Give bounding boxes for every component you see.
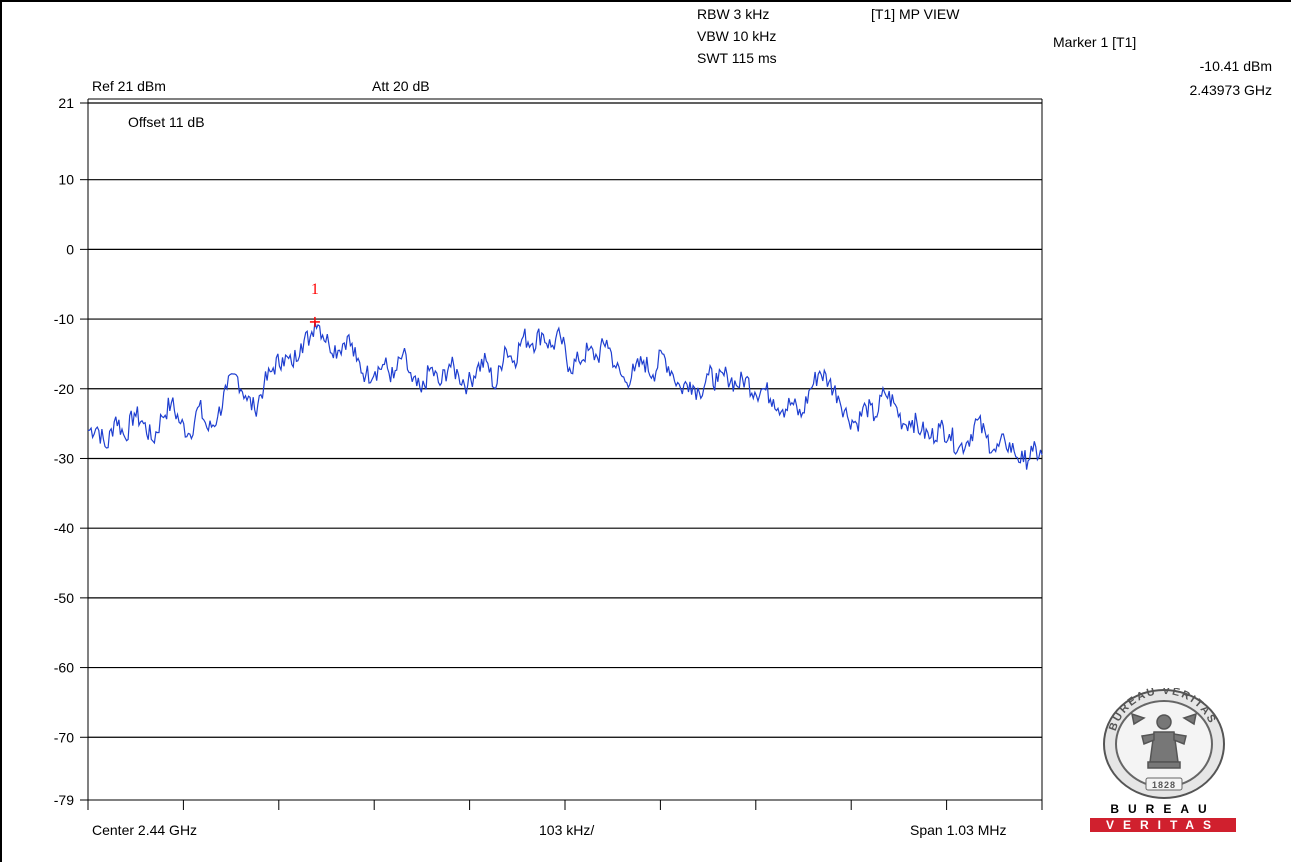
sweep-time-readout: SWT 115 ms: [697, 50, 777, 66]
y-axis-ticks: 21 10 0 -10 -20 -30 -40 -50 -60 -70 -79: [54, 95, 88, 808]
trace-1-line: [87, 321, 1043, 470]
y-tick-label: -50: [54, 590, 74, 606]
ref-level-label: Ref 21 dBm: [92, 78, 166, 94]
logo-year: 1828: [1152, 780, 1176, 790]
y-tick-label: -20: [54, 381, 74, 397]
logo-veritas-bar: VERITAS: [1090, 818, 1236, 832]
bureau-veritas-seal-icon: BUREAU VERITAS 1828: [1103, 685, 1225, 799]
marker-frequency: 2.43973 GHz: [1189, 82, 1273, 98]
y-tick-label: -10: [54, 311, 74, 327]
y-tick-label: 0: [66, 241, 74, 257]
marker-1: 1: [309, 281, 320, 327]
y-tick-label: -40: [54, 520, 74, 536]
marker-number-label: 1: [311, 281, 319, 298]
vbw-readout: VBW 10 kHz: [697, 28, 777, 44]
grid-lines: [87, 98, 1043, 801]
per-division-label: 103 kHz/: [539, 822, 595, 838]
x-axis-ticks: [87, 800, 1043, 810]
y-tick-label: -30: [54, 450, 74, 466]
attenuation-label: Att 20 dB: [372, 78, 430, 94]
y-tick-label: -60: [54, 660, 74, 676]
y-tick-label: 21: [58, 95, 74, 111]
y-tick-label: -79: [54, 792, 74, 808]
center-frequency-label: Center 2.44 GHz: [92, 822, 198, 838]
y-tick-label: 10: [58, 172, 74, 188]
offset-label: Offset 11 dB: [128, 114, 205, 130]
marker-title: Marker 1 [T1]: [1053, 34, 1137, 50]
span-label: Span 1.03 MHz: [910, 822, 1007, 838]
rbw-readout: RBW 3 kHz: [697, 6, 770, 22]
y-tick-label: -70: [54, 729, 74, 745]
bureau-veritas-logo: BUREAU VERITAS 1828 BUREAU VERITAS: [1084, 685, 1244, 840]
trace-mode-label: [T1] MP VIEW: [871, 6, 960, 22]
trace-1: [87, 321, 1043, 470]
marker-level: -10.41 dBm: [1199, 58, 1272, 74]
logo-bureau-bar: BUREAU: [1090, 802, 1236, 816]
